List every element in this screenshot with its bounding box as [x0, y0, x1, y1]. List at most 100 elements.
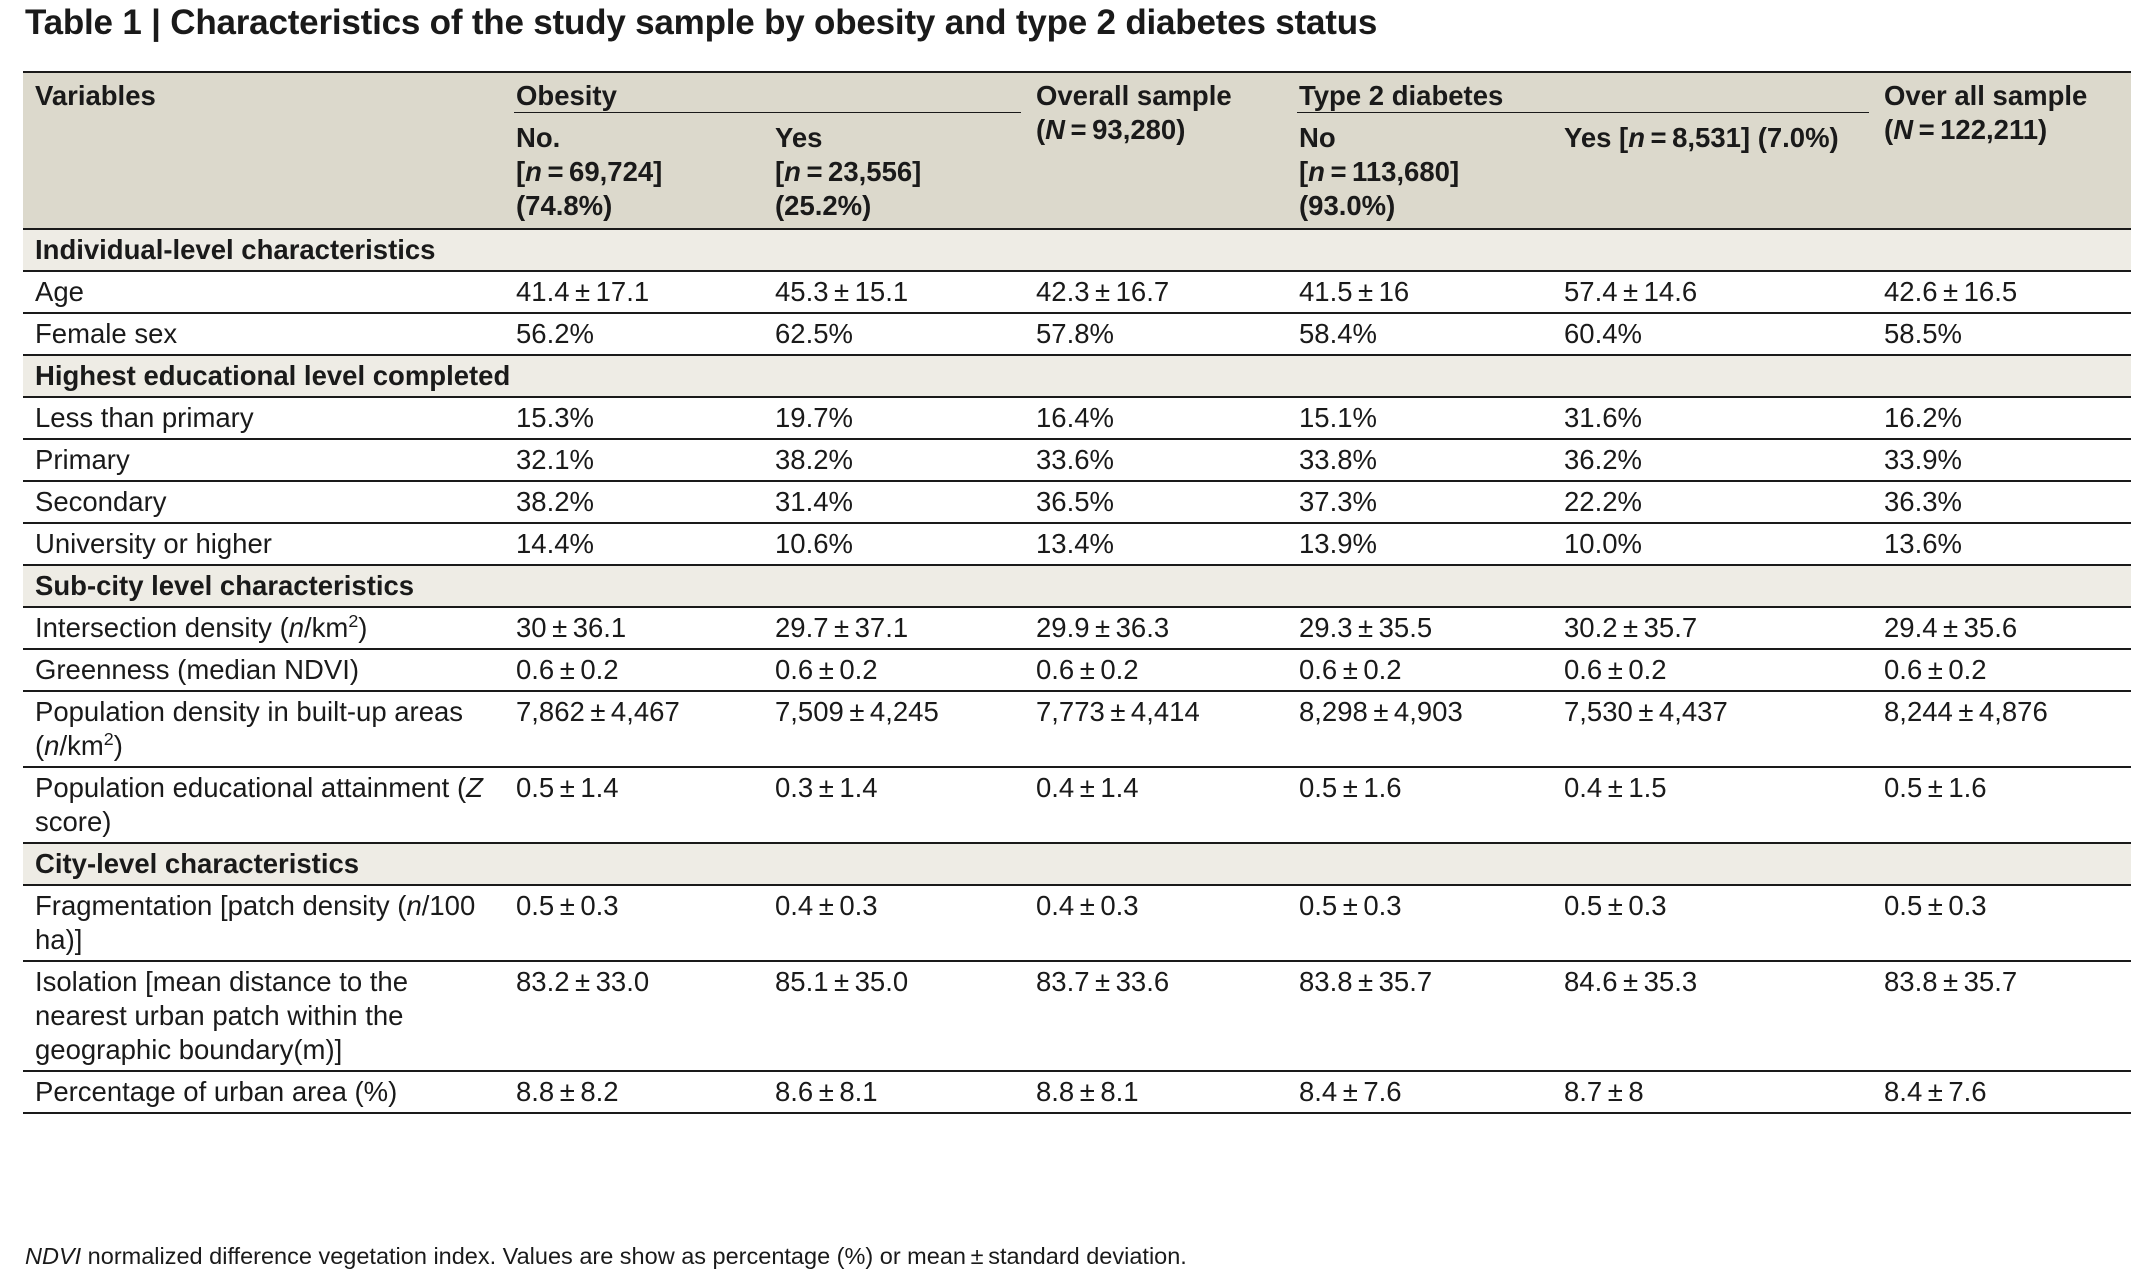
table-cell: 0.6 ± 0.2	[763, 649, 1024, 692]
table-cell: 29.4 ± 35.6	[1872, 607, 2132, 650]
table-cell: 0.4 ± 0.3	[1024, 885, 1287, 962]
table-cell: 22.2%	[1552, 481, 1873, 524]
header-overall-sample-label: Overall sample	[1036, 80, 1232, 111]
section-label: City-level characteristics	[23, 843, 2132, 886]
table-cell: 45.3 ± 15.1	[763, 271, 1024, 314]
table-cell: 36.2%	[1552, 439, 1873, 482]
table-cell: 30.2 ± 35.7	[1552, 607, 1873, 650]
header-line: (74.8%)	[516, 190, 613, 221]
header-over-all-sample-label: Over all sample	[1884, 80, 2088, 111]
table-cell: 41.5 ± 16	[1287, 271, 1552, 314]
table-cell: 16.4%	[1024, 397, 1287, 440]
table-cell: 10.0%	[1552, 523, 1873, 566]
table-row: Secondary 38.2% 31.4% 36.5% 37.3% 22.2% 36.3%	[23, 481, 2132, 524]
header-type2-diabetes: Type 2 diabetes	[1287, 71, 1873, 114]
header-obesity-yes: Yes [n = 23,556] (25.2%)	[763, 113, 1024, 230]
header-t2d-yes: Yes [n = 8,531] (7.0%)	[1552, 113, 1873, 230]
table-cell: 0.6 ± 0.2	[504, 649, 763, 692]
header-overall-sample-n: (N = 93,280)	[1036, 114, 1186, 145]
table-cell: 83.2 ± 33.0	[504, 961, 763, 1072]
row-label: University or higher	[23, 523, 504, 566]
table-cell: 62.5%	[763, 313, 1024, 356]
section-label: Sub-city level characteristics	[23, 565, 2132, 608]
header-line: (25.2%)	[775, 190, 872, 221]
table-row: Population density in built-up areas (n/…	[23, 691, 2132, 768]
table-row: Primary 32.1% 38.2% 33.6% 33.8% 36.2% 33.9%	[23, 439, 2132, 482]
row-label: Less than primary	[23, 397, 504, 440]
table-cell: 33.8%	[1287, 439, 1552, 482]
table-cell: 0.3 ± 1.4	[763, 767, 1024, 844]
table-cell: 8.4 ± 7.6	[1287, 1071, 1552, 1114]
row-label: Intersection density (n/km2)	[23, 607, 504, 650]
footnote-text: normalized difference vegetation index. …	[81, 1243, 1187, 1269]
row-label: Population density in built-up areas (n/…	[23, 691, 504, 768]
table-cell: 29.9 ± 36.3	[1024, 607, 1287, 650]
table-cell: 60.4%	[1552, 313, 1873, 356]
header-over-all-sample: Over all sample (N = 122,211)	[1872, 71, 2132, 230]
table-cell: 58.4%	[1287, 313, 1552, 356]
table-cell: 15.3%	[504, 397, 763, 440]
table-cell: 8.7 ± 8	[1552, 1071, 1873, 1114]
table-cell: 36.5%	[1024, 481, 1287, 524]
table-body: Individual-level characteristics Age 41.4 …	[23, 229, 2132, 1114]
table-cell: 31.6%	[1552, 397, 1873, 440]
table-row: Greenness (median NDVI) 0.6 ± 0.2 0.6 ± 0.…	[23, 649, 2132, 692]
row-label: Population educational attainment (Z sco…	[23, 767, 504, 844]
header-obesity-no: No. [n = 69,724] (74.8%)	[504, 113, 763, 230]
table-cell: 37.3%	[1287, 481, 1552, 524]
table-row: Female sex 56.2% 62.5% 57.8% 58.4% 60.4% 58.5%	[23, 313, 2132, 356]
section-row: Sub-city level characteristics	[23, 565, 2132, 608]
table-row: University or higher 14.4% 10.6% 13.4% 13.9%…	[23, 523, 2132, 566]
row-label: Isolation [mean distance to the nearest …	[23, 961, 504, 1072]
table-cell: 7,509 ± 4,245	[763, 691, 1024, 768]
header-over-all-sample-n: (N = 122,211)	[1884, 114, 2048, 145]
table-cell: 0.4 ± 0.3	[763, 885, 1024, 962]
table-cell: 0.5 ± 0.3	[1552, 885, 1873, 962]
table-cell: 0.5 ± 1.4	[504, 767, 763, 844]
table-row: Fragmentation [patch density (n/100 ha)]…	[23, 885, 2132, 962]
table-cell: 0.5 ± 1.6	[1872, 767, 2132, 844]
table-cell: 0.6 ± 0.2	[1024, 649, 1287, 692]
table-cell: 57.4 ± 14.6	[1552, 271, 1873, 314]
table-cell: 7,862 ± 4,467	[504, 691, 763, 768]
row-label: Greenness (median NDVI)	[23, 649, 504, 692]
table-cell: 58.5%	[1872, 313, 2132, 356]
section-row: Highest educational level completed	[23, 355, 2132, 398]
table-cell: 83.8 ± 35.7	[1287, 961, 1552, 1072]
table-cell: 7,773 ± 4,414	[1024, 691, 1287, 768]
header-t2d-no: No [n = 113,680] (93.0%)	[1287, 113, 1552, 230]
table-cell: 0.5 ± 0.3	[504, 885, 763, 962]
header-line: (93.0%)	[1299, 190, 1396, 221]
header-variables: Variables	[23, 71, 504, 230]
characteristics-table: Variables Obesity Overall sample (N = 93…	[23, 71, 2132, 1114]
table-cell: 8,298 ± 4,903	[1287, 691, 1552, 768]
table-cell: 85.1 ± 35.0	[763, 961, 1024, 1072]
table-cell: 83.7 ± 33.6	[1024, 961, 1287, 1072]
header-obesity: Obesity	[504, 71, 1024, 114]
section-row: City-level characteristics	[23, 843, 2132, 886]
table-cell: 8.8 ± 8.2	[504, 1071, 763, 1114]
table-cell: 13.9%	[1287, 523, 1552, 566]
table-cell: 31.4%	[763, 481, 1024, 524]
header-line: No.	[516, 122, 561, 153]
section-label: Individual-level characteristics	[23, 229, 2132, 272]
table-cell: 33.6%	[1024, 439, 1287, 482]
table-cell: 29.3 ± 35.5	[1287, 607, 1552, 650]
table-cell: 33.9%	[1872, 439, 2132, 482]
table-cell: 41.4 ± 17.1	[504, 271, 763, 314]
table-title: Table 1 | Characteristics of the study s…	[25, 3, 1378, 42]
row-label: Age	[23, 271, 504, 314]
table-cell: 38.2%	[504, 481, 763, 524]
header-line: [n = 113,680]	[1299, 156, 1460, 187]
row-label: Percentage of urban area (%)	[23, 1071, 504, 1114]
table-cell: 14.4%	[504, 523, 763, 566]
table-cell: 0.6 ± 0.2	[1872, 649, 2132, 692]
row-label: Primary	[23, 439, 504, 482]
table-cell: 42.3 ± 16.7	[1024, 271, 1287, 314]
header-line: No	[1299, 122, 1336, 153]
table-cell: 38.2%	[763, 439, 1024, 482]
table-cell: 0.5 ± 0.3	[1287, 885, 1552, 962]
header-line: [n = 23,556]	[775, 156, 922, 187]
footnote-abbreviation: NDVI	[25, 1243, 82, 1269]
table-row: Isolation [mean distance to the nearest …	[23, 961, 2132, 1072]
